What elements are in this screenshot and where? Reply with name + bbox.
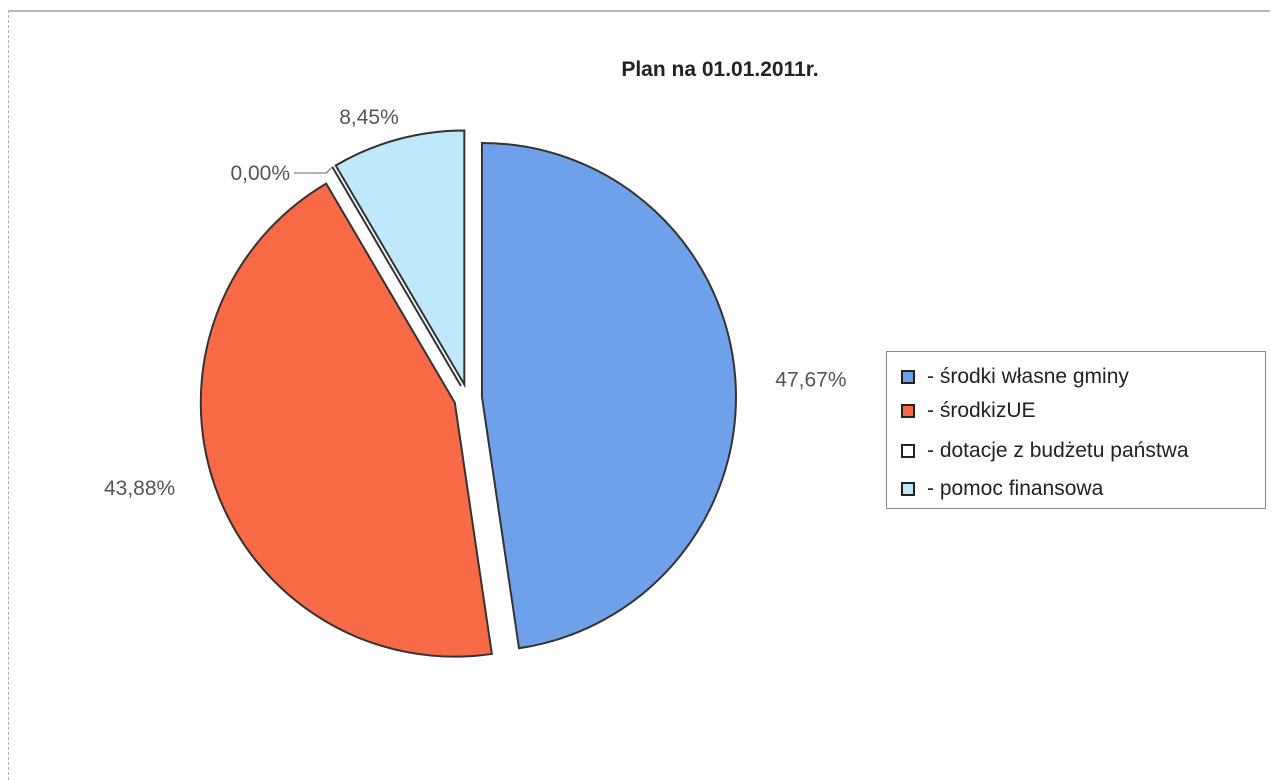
legend-label: - środkizUE bbox=[927, 399, 1036, 422]
legend-swatch bbox=[901, 404, 915, 418]
slice-srodki-wlasne bbox=[480, 141, 737, 650]
chart-title: Plan na 01.01.2011r. bbox=[621, 58, 819, 81]
label-dotacje: 0,00% bbox=[230, 162, 290, 185]
label-pomoc: 8,45% bbox=[339, 106, 399, 129]
slice-pomoc bbox=[334, 129, 466, 389]
slice-dotacje bbox=[331, 166, 462, 387]
slice-srodki-ue bbox=[199, 182, 493, 658]
legend-label: - dotacje z budżetu państwa bbox=[927, 439, 1189, 462]
legend-swatch bbox=[901, 444, 915, 458]
chart-frame bbox=[8, 10, 1270, 780]
legend-item-srodki-wlasne: - środki własne gminy bbox=[901, 362, 1129, 392]
legend-item-pomoc: - pomoc finansowa bbox=[901, 474, 1103, 504]
leader-line-dotacje bbox=[294, 166, 333, 174]
legend-item-dotacje: - dotacje z budżetu państwa bbox=[901, 436, 1189, 466]
legend-item-srodki-ue: - środkizUE bbox=[901, 396, 1036, 426]
label-srodki-wlasne: 47,67% bbox=[775, 368, 846, 391]
legend-swatch bbox=[901, 370, 915, 384]
chart-legend: - środki własne gminy - środkizUE - dota… bbox=[886, 351, 1266, 509]
label-srodki-ue: 43,88% bbox=[104, 477, 175, 500]
legend-label: - środki własne gminy bbox=[927, 365, 1129, 388]
legend-label: - pomoc finansowa bbox=[927, 477, 1104, 500]
legend-swatch bbox=[901, 482, 915, 496]
